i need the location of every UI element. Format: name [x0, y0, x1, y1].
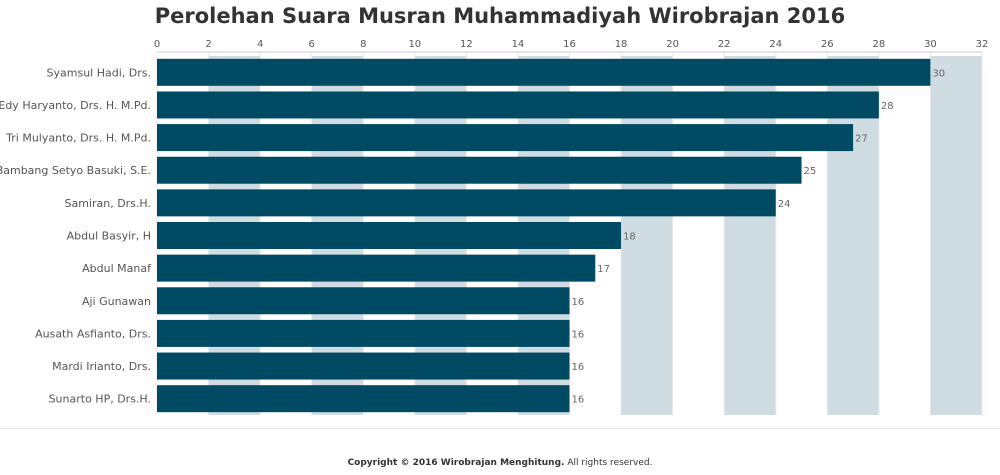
x-tick-label: 10 — [408, 39, 421, 50]
category-label: Sunarto HP, Drs.H. — [49, 393, 151, 406]
data-label: 28 — [881, 101, 894, 112]
chart-title: Perolehan Suara Musran Muhammadiyah Wiro… — [154, 4, 846, 28]
category-label: Tri Mulyanto, Drs. H. M.Pd. — [5, 132, 151, 145]
x-tick-label: 2 — [205, 39, 211, 50]
data-label: 24 — [778, 199, 791, 210]
data-label: 25 — [804, 166, 817, 177]
data-label: 27 — [855, 134, 868, 145]
x-tick-label: 0 — [154, 39, 160, 50]
category-label: Abdul Basyir, H — [67, 230, 151, 243]
x-tick-label: 14 — [512, 39, 525, 50]
bar — [157, 222, 622, 249]
data-label: 16 — [572, 329, 585, 340]
bar — [157, 287, 570, 315]
copyright-rights: All rights reserved. — [564, 458, 653, 468]
bar — [157, 58, 931, 86]
x-tick-label: 4 — [257, 39, 263, 50]
category-label: Abdul Manaf — [82, 262, 152, 275]
data-label: 18 — [623, 232, 636, 243]
data-label: 16 — [572, 395, 585, 406]
category-label: Ausath Asfianto, Drs. — [35, 327, 151, 340]
data-label: 16 — [572, 362, 585, 373]
bar — [157, 319, 570, 347]
grid-band — [930, 56, 982, 415]
bar-chart: 0 2 4 6 8 10 12 14 16 18 20 22 24 26 28 30 32 Syamsul Ha… — [0, 39, 989, 415]
x-tick-label: 32 — [976, 39, 989, 50]
x-tick-label: 30 — [924, 39, 937, 50]
category-label: Mardi Irianto, Drs. — [52, 360, 151, 373]
data-labels: 30 28 27 25 24 18 17 16 16 16 16 — [572, 68, 946, 405]
x-tick-label: 22 — [718, 39, 731, 50]
category-labels: Syamsul Hadi, Drs. Edy Haryanto, Drs. H. … — [0, 66, 152, 405]
x-tick-label: 16 — [563, 39, 576, 50]
footer-divider — [0, 428, 1000, 429]
data-label: 16 — [572, 297, 585, 308]
x-tick-label: 20 — [666, 39, 679, 50]
category-label: Aji Gunawan — [82, 295, 151, 308]
x-tick-label: 18 — [615, 39, 628, 50]
bar — [157, 385, 570, 413]
data-label: 17 — [597, 264, 610, 275]
x-tick-label: 8 — [360, 39, 366, 50]
data-label: 30 — [932, 68, 945, 79]
x-tick-label: 12 — [460, 39, 473, 50]
copyright-notice: Copyright © 2016 Wirobrajan Menghitung. … — [0, 458, 1000, 468]
category-label: Syamsul Hadi, Drs. — [47, 66, 151, 79]
bar — [157, 124, 854, 152]
x-tick-label: 28 — [873, 39, 886, 50]
x-tick-label: 6 — [309, 39, 315, 50]
x-tick-label: 24 — [769, 39, 782, 50]
bar — [157, 156, 802, 184]
bars — [157, 58, 931, 413]
bar — [157, 189, 776, 217]
x-tick-label: 26 — [821, 39, 834, 50]
category-label: Samiran, Drs.H. — [64, 197, 151, 210]
bar — [157, 352, 570, 380]
bar — [157, 254, 596, 282]
bar — [157, 91, 879, 119]
copyright-owner: Copyright © 2016 Wirobrajan Menghitung. — [347, 458, 565, 468]
category-label: Edy Haryanto, Drs. H. M.Pd. — [0, 99, 151, 112]
category-label: Bambang Setyo Basuki, S.E. — [0, 164, 151, 177]
